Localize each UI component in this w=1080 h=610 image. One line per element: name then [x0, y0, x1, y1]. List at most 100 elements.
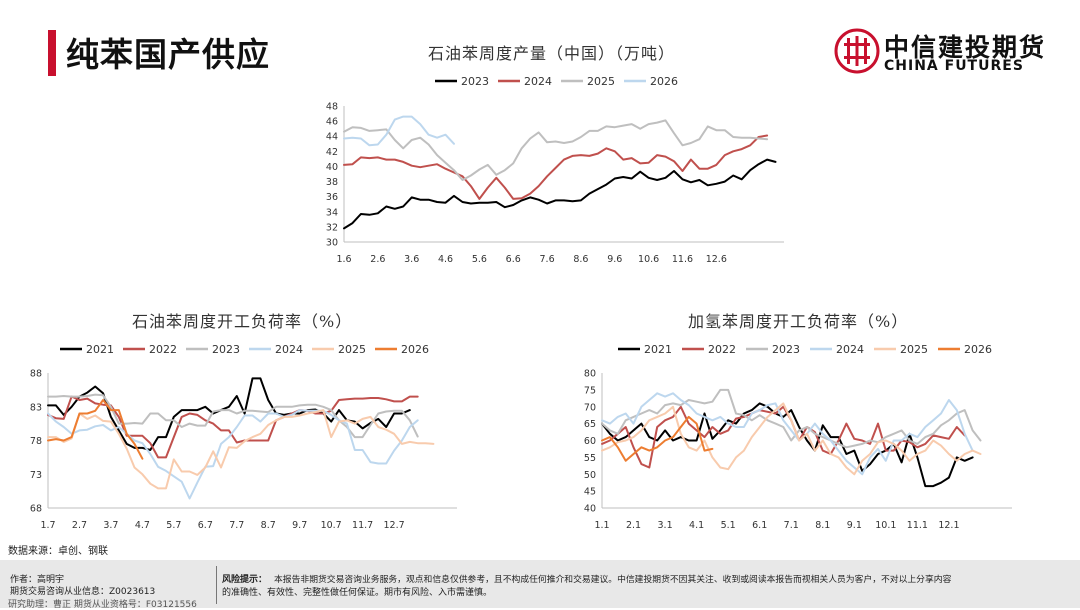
y-tick-label: 30 — [326, 238, 338, 249]
legend-label-2023: 2023 — [772, 343, 800, 356]
x-tick-label: 11.1 — [907, 520, 928, 531]
legend-label-2021: 2021 — [86, 343, 114, 356]
x-tick-label: 5.6 — [472, 254, 487, 265]
risk-label: 风险提示： — [222, 575, 268, 585]
x-tick-label: 6.6 — [506, 254, 521, 265]
legend-label-2024: 2024 — [524, 75, 552, 88]
legend-label-2026: 2026 — [650, 75, 678, 88]
x-tick-label: 2.7 — [72, 520, 87, 531]
series-line-2026 — [47, 399, 144, 460]
y-tick-label: 40 — [326, 162, 338, 173]
y-tick-label: 60 — [584, 436, 596, 447]
x-tick-label: 8.1 — [815, 520, 830, 531]
footer-bar — [0, 560, 1080, 608]
legend-label-2023: 2023 — [461, 75, 489, 88]
series-line-2025 — [343, 119, 769, 181]
y-tick-label: 68 — [30, 504, 42, 515]
y-tick-label: 55 — [584, 453, 596, 464]
legend-label-2025: 2025 — [587, 75, 615, 88]
chart-oil-benzene-utilization: 2021 2022 2023 2024 2025 2026 68 73 78 83 88 1.7 2.7… — [30, 343, 457, 531]
x-tick-label: 11.7 — [352, 520, 373, 531]
x-tick-label: 3.7 — [103, 520, 118, 531]
legend-label-2024: 2024 — [836, 343, 864, 356]
logo-text-en: CHINA FUTURES — [884, 58, 1024, 74]
x-tick-label: 4.1 — [689, 520, 704, 531]
legend-label-2022: 2022 — [149, 343, 177, 356]
series-line-2024 — [343, 134, 769, 200]
footer-divider — [216, 566, 217, 604]
x-tick-label: 2.1 — [626, 520, 641, 531]
x-tick-label: 4.6 — [438, 254, 453, 265]
china-futures-logo-icon — [834, 28, 880, 74]
y-tick-label: 70 — [584, 402, 596, 413]
x-tick-label: 1.6 — [336, 254, 351, 265]
series-line-2026 — [601, 415, 714, 462]
chart-hydro-benzene-utilization: 2021 2022 2023 2024 2025 2026 40 45 50 55 60 65 70 75… — [584, 343, 1012, 531]
series-line-2023 — [47, 393, 419, 439]
y-tick-label: 78 — [30, 436, 42, 447]
y-tick-label: 32 — [326, 222, 338, 233]
y-tick-label: 83 — [30, 402, 42, 413]
risk-text-line2: 的准确性、有效性、完整性做任何保证。期市有风险、入市需谨慎。 — [222, 588, 493, 598]
y-tick-label: 88 — [30, 369, 42, 380]
x-tick-label: 2.6 — [370, 254, 385, 265]
x-tick-label: 3.1 — [658, 520, 673, 531]
x-tick-label: 5.7 — [166, 520, 181, 531]
legend-label-2025: 2025 — [900, 343, 928, 356]
x-tick-label: 5.1 — [721, 520, 736, 531]
y-tick-label: 34 — [326, 207, 338, 218]
x-tick-label: 8.7 — [261, 520, 276, 531]
chart3-title: 加氢苯周度开工负荷率（%） — [688, 312, 909, 331]
series-line-2024 — [601, 392, 974, 476]
series-line-2022 — [601, 405, 966, 469]
x-tick-label: 9.7 — [292, 520, 307, 531]
y-tick-label: 46 — [326, 117, 338, 128]
x-tick-label: 3.6 — [404, 254, 419, 265]
risk-text-line1: 本报告非期货交易咨询业务服务，观点和信息仅供参考，且不构成任何推介和交易建议。中… — [274, 575, 952, 585]
x-tick-label: 10.7 — [321, 520, 342, 531]
footer-author: 作者：高明宇 — [10, 575, 65, 585]
y-tick-label: 65 — [584, 419, 596, 430]
y-tick-label: 40 — [584, 504, 596, 515]
x-tick-label: 6.7 — [198, 520, 213, 531]
chart2-title: 石油苯周度开工负荷率（%） — [132, 312, 353, 331]
chart-oil-benzene-output: 2023 2024 2025 2026 30 32 34 36 38 40 42 44 46 48 1.6 2… — [326, 75, 784, 265]
legend-label-2026: 2026 — [401, 343, 429, 356]
y-tick-label: 42 — [326, 147, 338, 158]
legend-label-2021: 2021 — [644, 343, 672, 356]
x-tick-label: 12.6 — [706, 254, 727, 265]
y-tick-label: 73 — [30, 470, 42, 481]
y-tick-label: 44 — [326, 132, 338, 143]
chart1-title: 石油苯周度产量（中国）（万吨） — [428, 44, 676, 63]
x-tick-label: 8.6 — [573, 254, 588, 265]
x-tick-label: 10.1 — [875, 520, 896, 531]
x-tick-label: 1.1 — [594, 520, 609, 531]
x-tick-label: 1.7 — [40, 520, 55, 531]
legend-label-2022: 2022 — [708, 343, 736, 356]
x-tick-label: 9.1 — [847, 520, 862, 531]
x-tick-label: 4.7 — [135, 520, 150, 531]
series-line-2026 — [343, 115, 455, 147]
title-accent-bar — [48, 30, 56, 76]
legend-label-2026: 2026 — [964, 343, 992, 356]
legend-label-2025: 2025 — [338, 343, 366, 356]
y-tick-label: 36 — [326, 192, 338, 203]
footer-assistant: 研究助理：曹正 期货从业资格号：F03121556 — [8, 600, 197, 610]
x-tick-label: 7.7 — [229, 520, 244, 531]
y-tick-label: 75 — [584, 385, 596, 396]
legend-label-2023: 2023 — [212, 343, 240, 356]
series-line-2024 — [47, 409, 419, 500]
legend-label-2024: 2024 — [275, 343, 303, 356]
y-tick-label: 38 — [326, 177, 338, 188]
series-line-2023 — [343, 158, 777, 230]
y-tick-label: 48 — [326, 102, 338, 113]
y-tick-label: 50 — [584, 470, 596, 481]
series-line-2025 — [47, 409, 435, 490]
series-line-2021 — [47, 377, 411, 451]
x-tick-label: 7.1 — [784, 520, 799, 531]
series-line-2023 — [601, 388, 982, 449]
logo-text-cn: 中信建投期货 — [884, 33, 1047, 62]
x-tick-label: 12.1 — [938, 520, 959, 531]
y-tick-label: 45 — [584, 487, 596, 498]
x-tick-label: 11.6 — [672, 254, 693, 265]
